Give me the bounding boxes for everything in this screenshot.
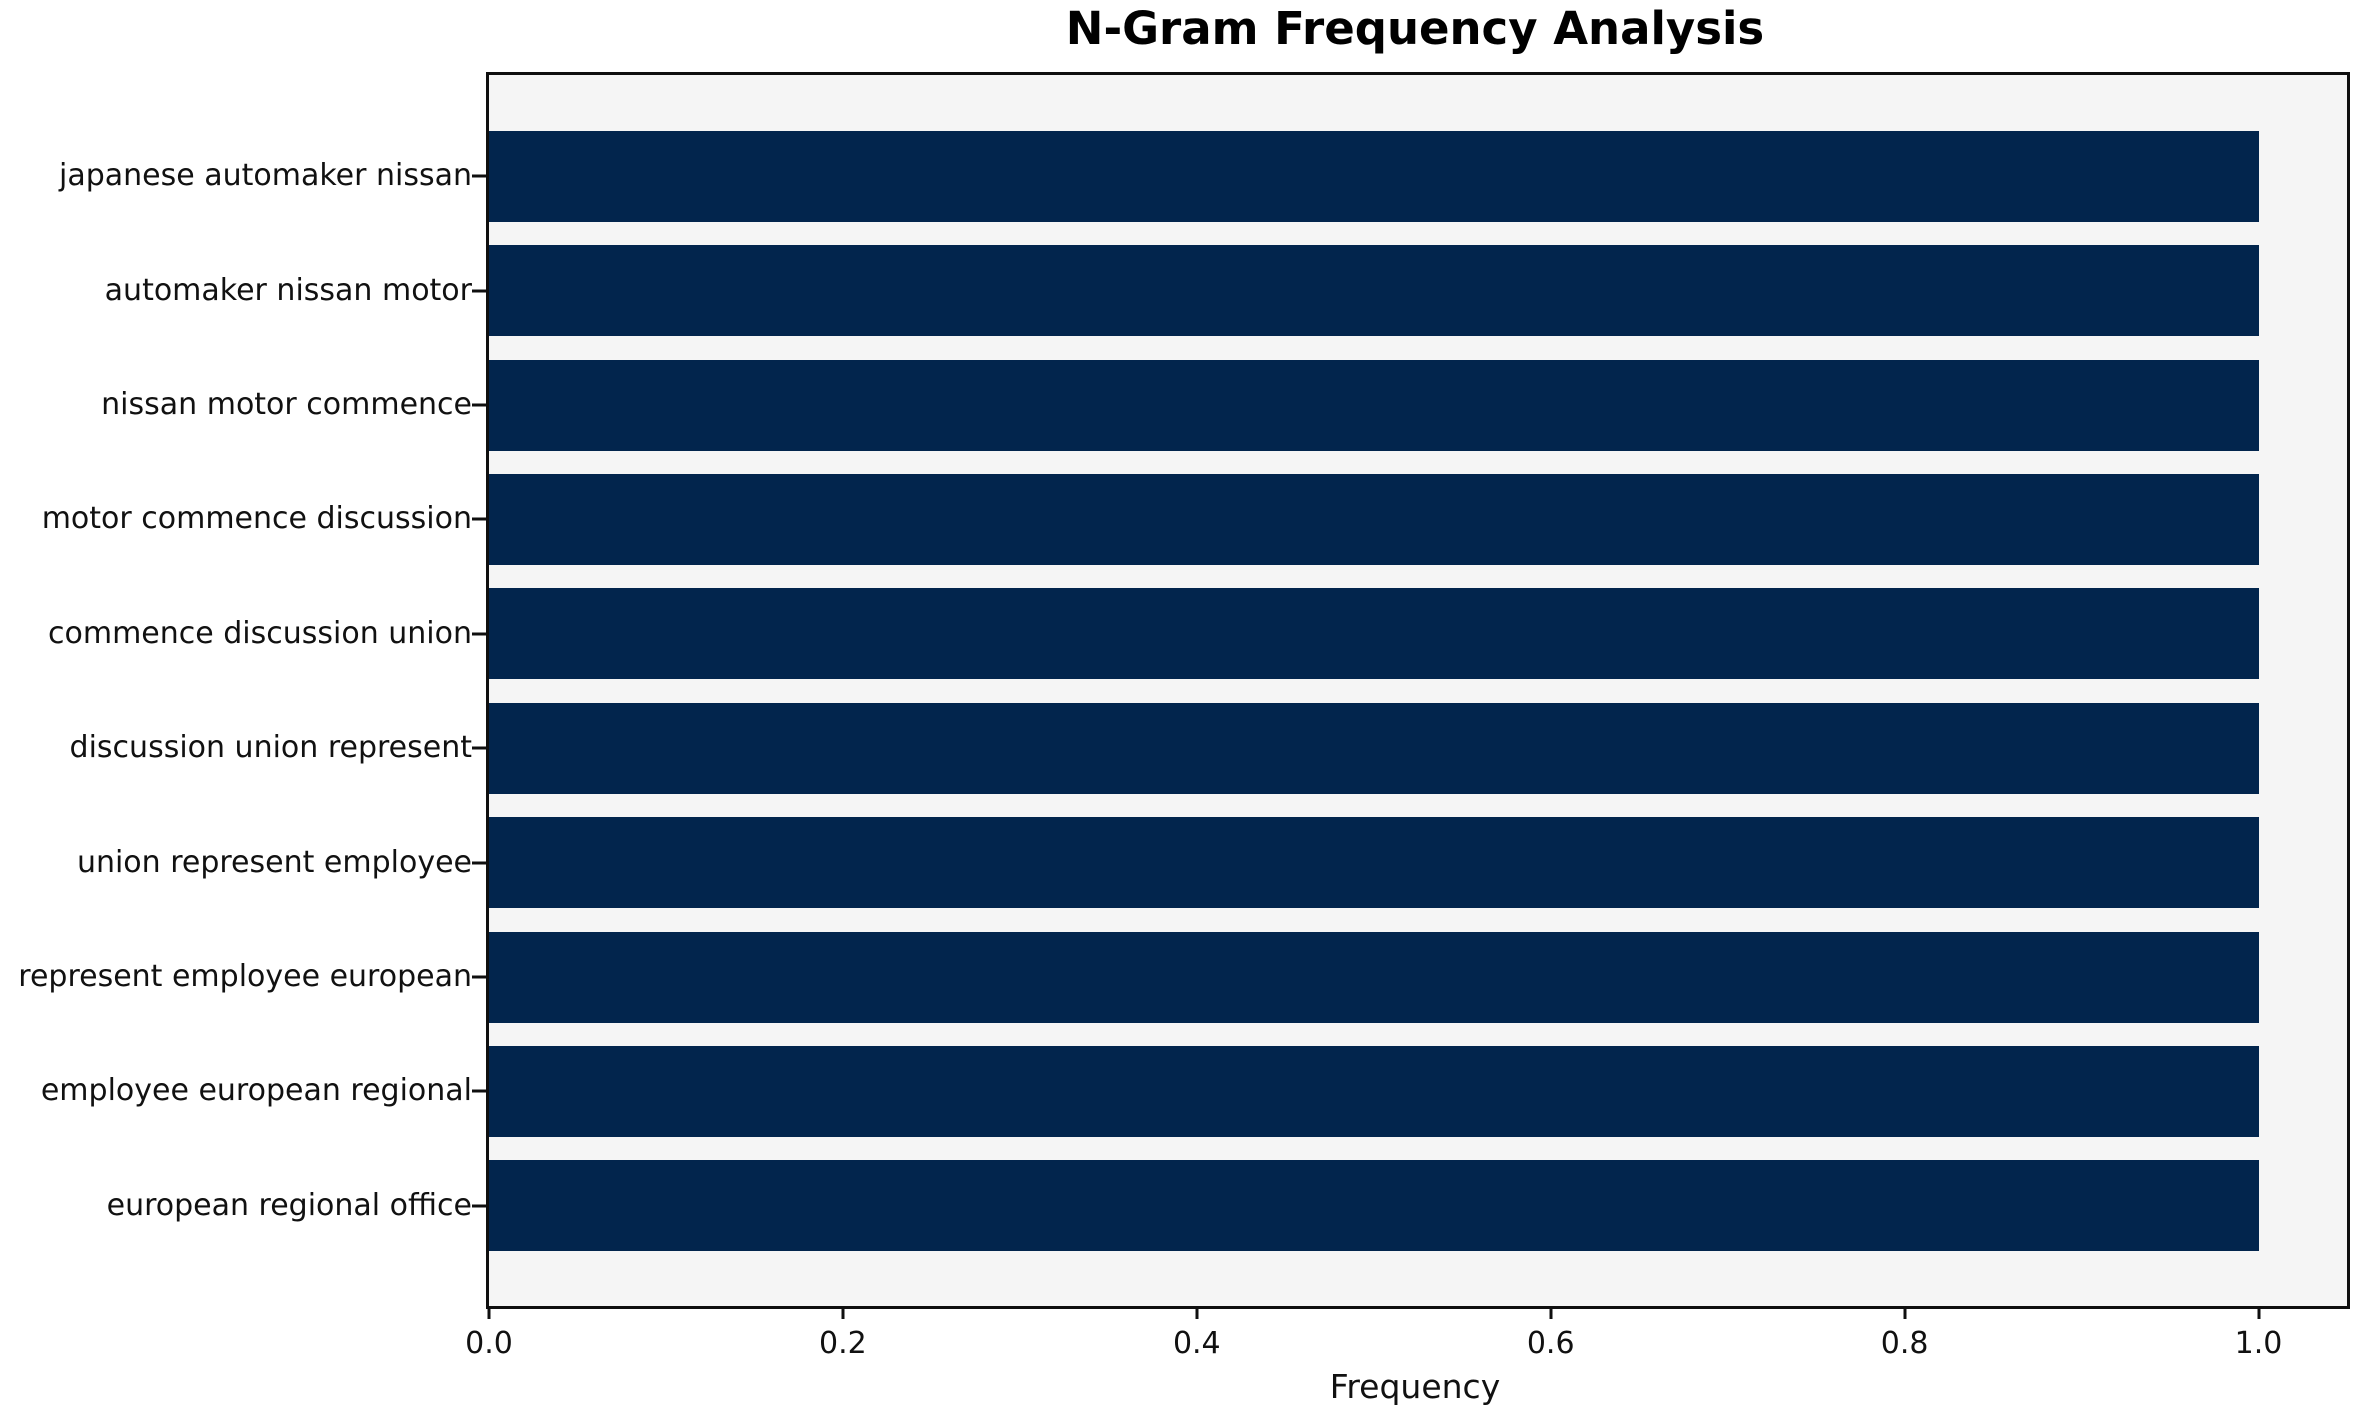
y-tick-label: nissan motor commence bbox=[101, 387, 472, 422]
y-tick-label: discussion union represent bbox=[69, 730, 472, 766]
bar bbox=[489, 473, 2259, 565]
x-axis-label: Frequency bbox=[1329, 1367, 1501, 1406]
chart-title: N-Gram Frequency Analysis bbox=[1065, 2, 1765, 55]
x-tick-mark bbox=[1549, 1306, 1553, 1319]
bar bbox=[489, 817, 2259, 909]
y-tick-label: automaker nissan motor bbox=[104, 272, 472, 308]
x-tick-mark bbox=[487, 1306, 491, 1319]
y-tick-mark bbox=[472, 861, 486, 865]
y-tick-label: japanese automaker nissan bbox=[59, 158, 472, 194]
y-tick-mark bbox=[472, 403, 486, 407]
bar bbox=[489, 931, 2259, 1023]
bar-row bbox=[489, 577, 2347, 691]
bar bbox=[489, 588, 2259, 680]
bar bbox=[489, 1045, 2259, 1137]
bar-row bbox=[489, 920, 2347, 1034]
x-tick-label: 0.4 bbox=[1172, 1326, 1221, 1361]
bar bbox=[489, 245, 2259, 337]
x-tick-label: 0.2 bbox=[819, 1326, 867, 1361]
bar-row bbox=[489, 462, 2347, 576]
y-tick-label: motor commence discussion bbox=[41, 501, 472, 537]
bar-row bbox=[489, 1034, 2347, 1148]
y-tick-mark bbox=[472, 632, 486, 636]
y-tick-label: represent employee european bbox=[18, 959, 472, 994]
y-tick-mark bbox=[472, 289, 486, 293]
y-tick-mark bbox=[472, 517, 486, 521]
bar-row bbox=[489, 1149, 2347, 1263]
y-tick-label: commence discussion union bbox=[48, 615, 472, 651]
x-tick-mark bbox=[1903, 1306, 1907, 1319]
bar-row bbox=[489, 233, 2347, 347]
y-tick-mark bbox=[472, 174, 486, 178]
y-tick-label: employee european regional bbox=[40, 1073, 472, 1109]
y-tick-mark bbox=[472, 1089, 486, 1093]
y-tick-mark bbox=[472, 1204, 486, 1208]
bar-row bbox=[489, 691, 2347, 805]
bar-row bbox=[489, 348, 2347, 462]
x-tick-label: 0.8 bbox=[1880, 1326, 1929, 1361]
y-tick-label: union represent employee bbox=[76, 844, 472, 880]
x-tick-mark bbox=[1195, 1306, 1199, 1319]
plot-area bbox=[486, 72, 2350, 1309]
bar bbox=[489, 1160, 2259, 1252]
bar-row bbox=[489, 805, 2347, 919]
bar-series bbox=[489, 75, 2347, 1306]
bar bbox=[489, 359, 2259, 451]
x-tick-mark bbox=[2257, 1306, 2261, 1319]
y-tick-mark bbox=[472, 975, 486, 979]
x-tick-label: 1.0 bbox=[2234, 1326, 2283, 1361]
bar bbox=[489, 702, 2259, 794]
y-tick-mark bbox=[472, 746, 486, 750]
bar bbox=[489, 130, 2259, 222]
x-tick-label: 0.6 bbox=[1526, 1326, 1575, 1361]
x-tick-mark bbox=[841, 1306, 845, 1319]
y-tick-label: european regional office bbox=[106, 1187, 472, 1223]
x-tick-label: 0.0 bbox=[465, 1326, 513, 1361]
bar-row bbox=[489, 119, 2347, 233]
